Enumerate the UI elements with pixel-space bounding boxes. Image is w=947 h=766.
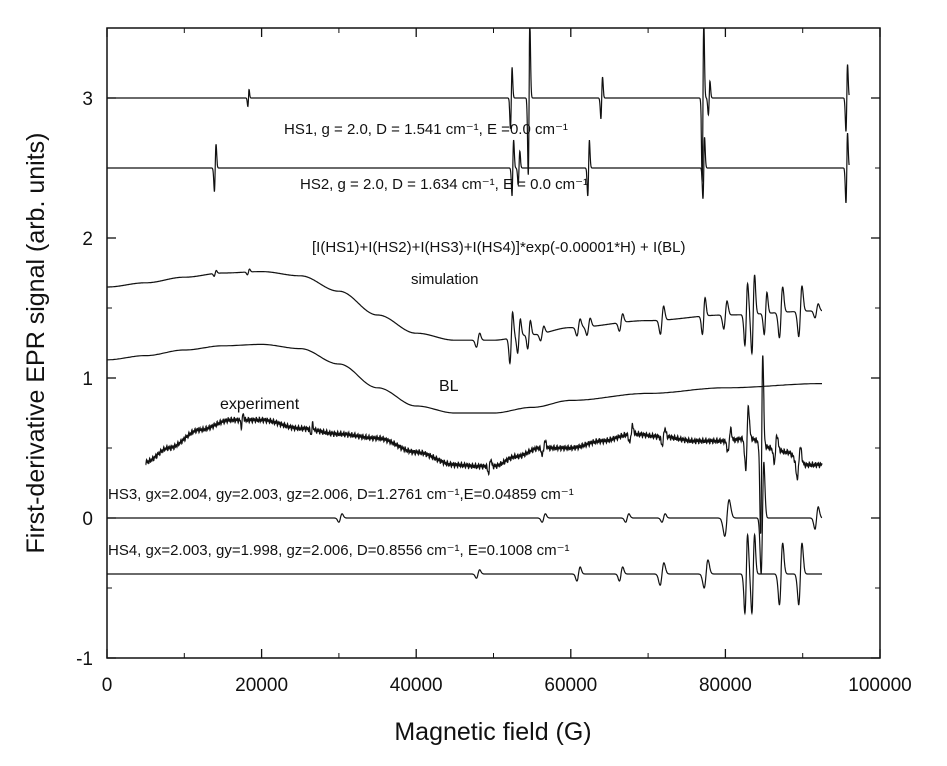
hs2-curve — [107, 132, 850, 204]
ticks-layer: 0 20000 40000 60000 80000 100000 -1 0 1 2 3 — [76, 28, 912, 696]
hs4-curve — [107, 532, 822, 616]
x-axis-title: Magnetic field (G) — [394, 718, 591, 746]
simulation-curve — [107, 268, 823, 365]
hs1-annotation: HS1, g = 2.0, D = 1.541 cm⁻¹, E =0.0 cm⁻… — [284, 121, 568, 138]
simulation-label: simulation — [411, 271, 479, 288]
hs2-annotation: HS2, g = 2.0, D = 1.634 cm⁻¹, E = 0.0 cm… — [300, 176, 588, 193]
bl-label: BL — [439, 378, 459, 395]
x-tick-label: 100000 — [848, 675, 911, 696]
baseline-bl-curve — [107, 343, 822, 414]
y-tick-label: -1 — [76, 649, 93, 670]
y-tick-label: 2 — [82, 229, 93, 250]
x-tick-label: 20000 — [235, 675, 288, 696]
x-tick-label: 40000 — [390, 675, 443, 696]
hs3-annotation: HS3, gx=2.004, gy=2.003, gz=2.006, D=1.2… — [108, 486, 574, 503]
curves-layer — [107, 28, 850, 616]
y-tick-label: 0 — [82, 509, 93, 530]
hs1-curve — [107, 28, 850, 182]
hs4-annotation: HS4, gx=2.003, gy=1.998, gz=2.006, D=0.8… — [108, 542, 570, 559]
experiment-label: experiment — [220, 396, 300, 413]
y-axis-title: First-derivative EPR signal (arb. units) — [22, 133, 50, 554]
y-tick-label: 3 — [82, 89, 93, 110]
y-tick-label: 1 — [82, 369, 93, 390]
x-tick-label: 80000 — [699, 675, 752, 696]
x-tick-label: 60000 — [544, 675, 597, 696]
experiment-curve — [145, 355, 823, 534]
x-tick-label: 0 — [102, 675, 113, 696]
hs3-curve — [107, 461, 823, 575]
sum-formula-annotation: [I(HS1)+I(HS2)+I(HS3)+I(HS4)]*exp(-0.000… — [312, 239, 685, 256]
